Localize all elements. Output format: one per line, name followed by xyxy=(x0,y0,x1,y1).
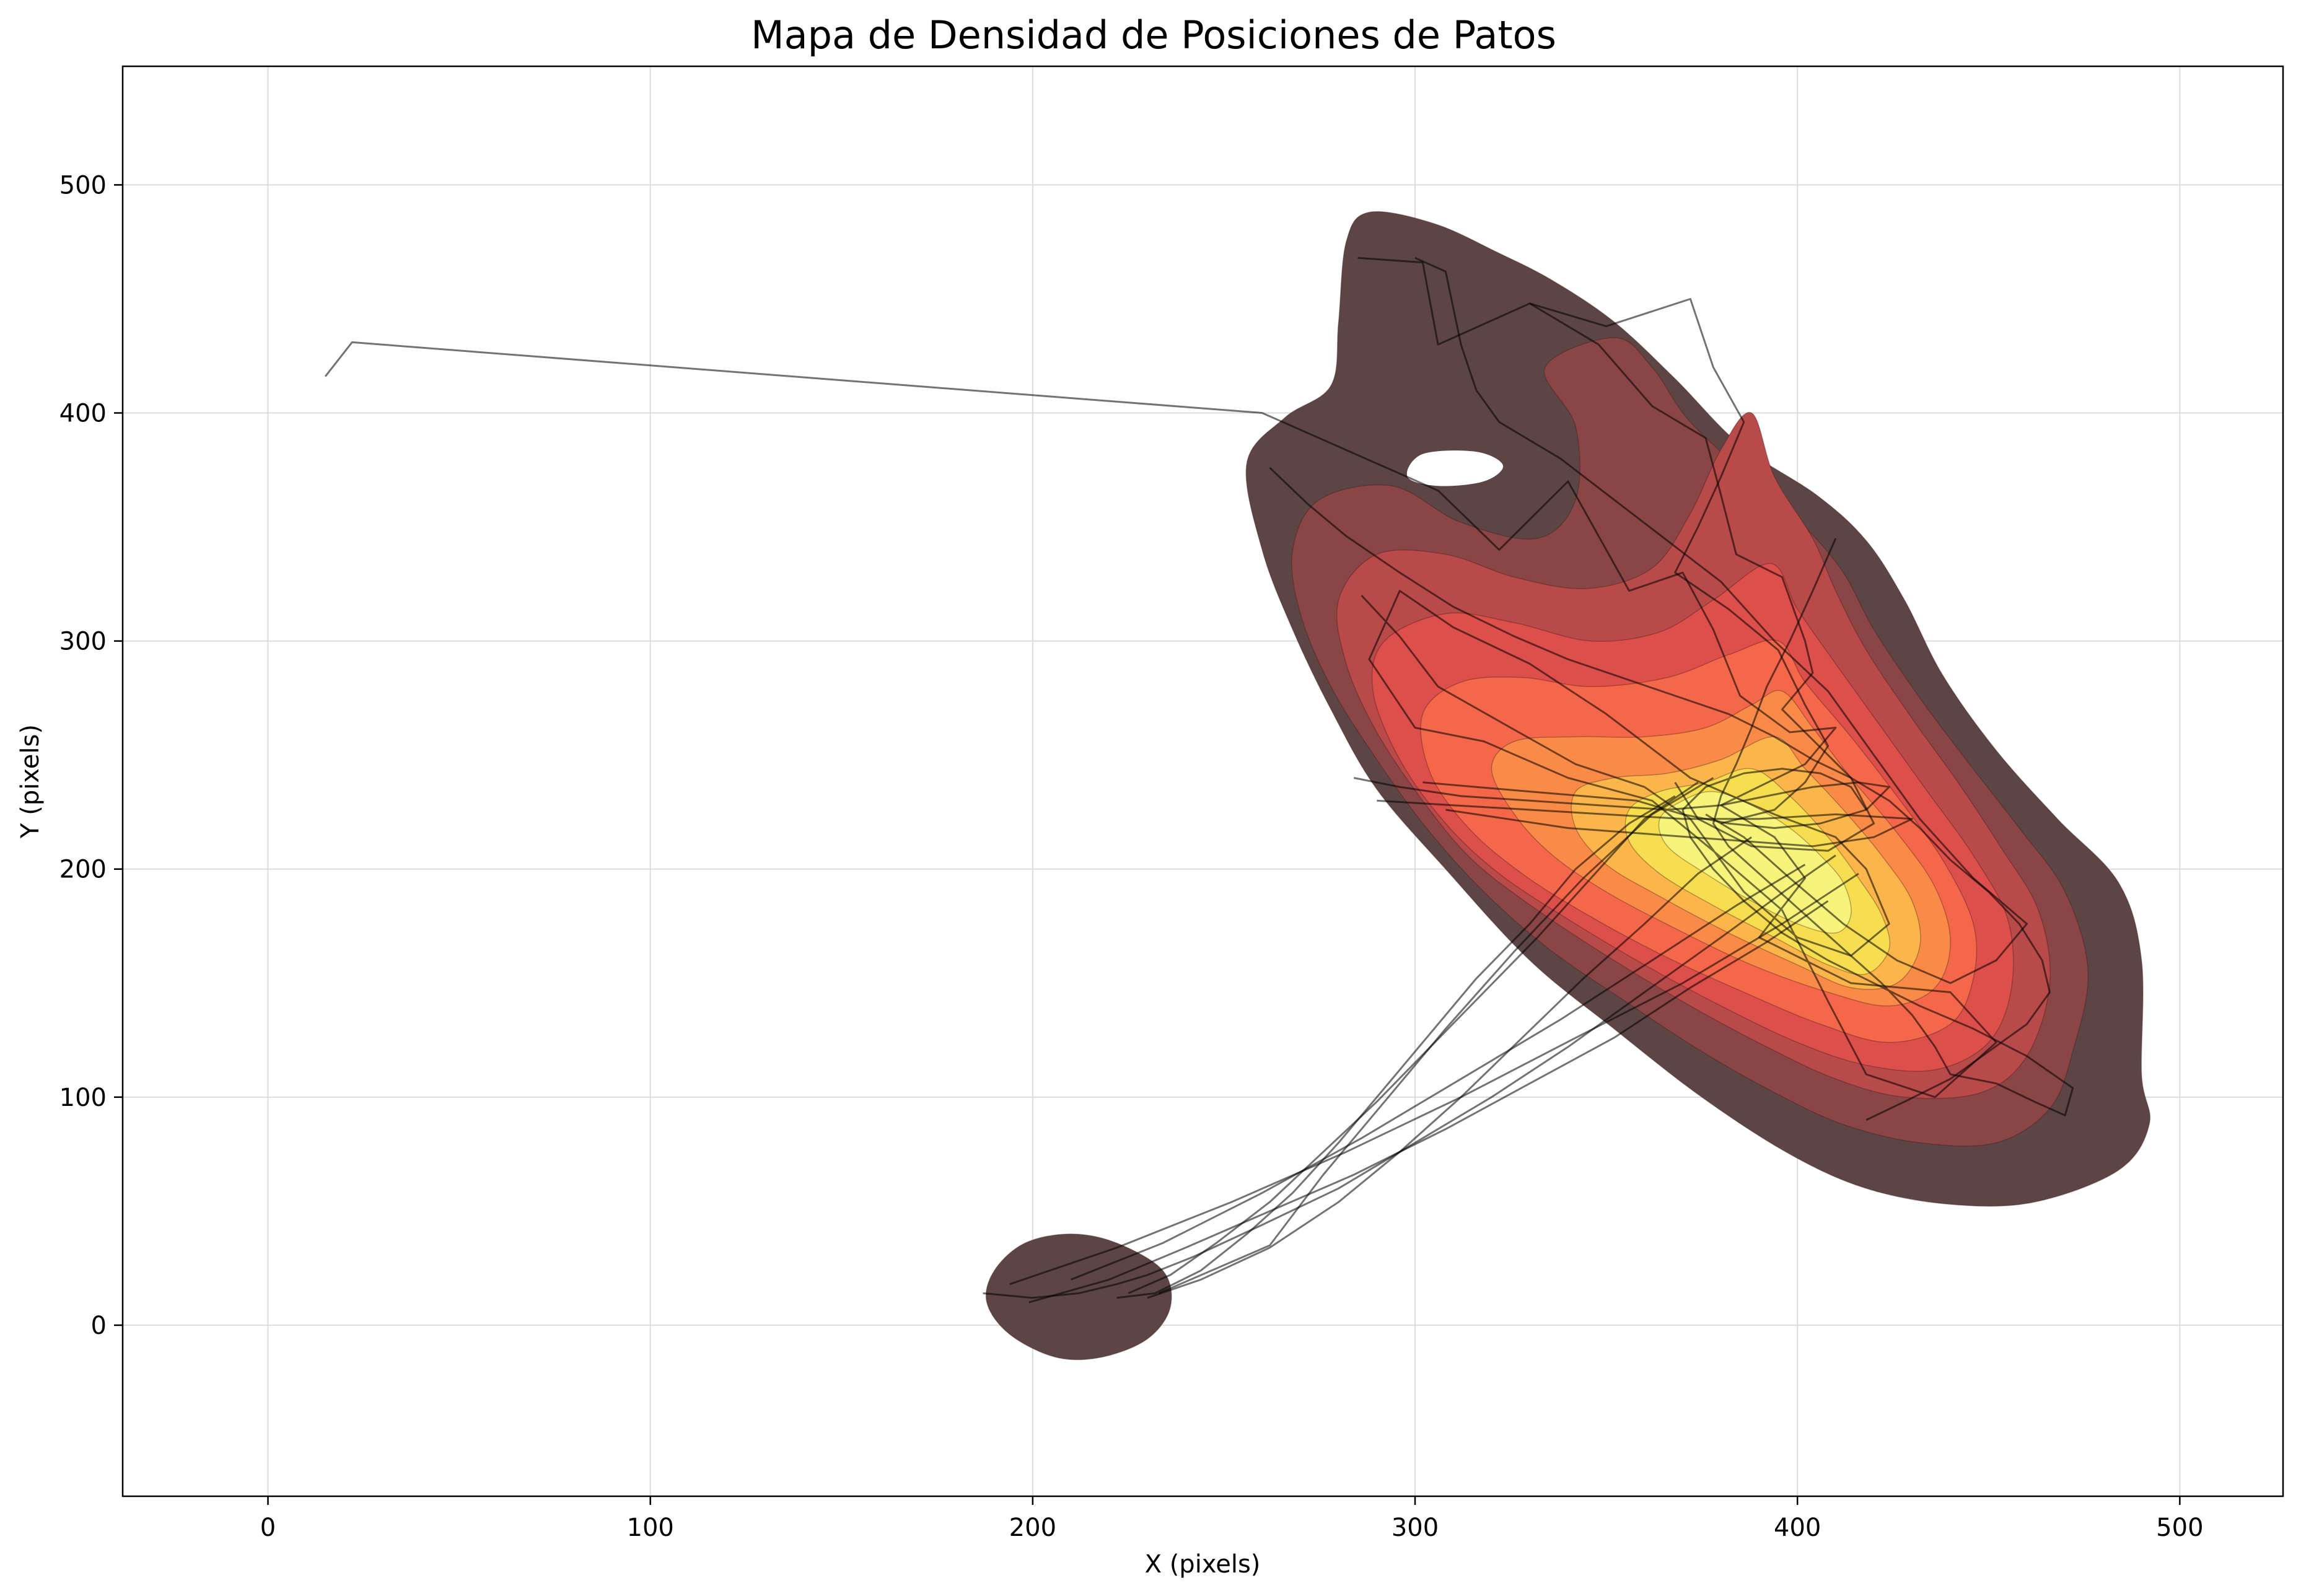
trajectory-line xyxy=(1414,256,2028,984)
trajectory-line xyxy=(1128,781,1699,1294)
y-tick-label: 100 xyxy=(59,1084,107,1112)
duck-trajectories xyxy=(324,256,2074,1304)
trajectory-line xyxy=(1681,538,2074,1116)
y-tick-label: 500 xyxy=(59,171,107,200)
y-tick-label: 200 xyxy=(59,856,107,884)
trajectory-line xyxy=(1269,467,2051,1121)
trajectory-line xyxy=(1357,256,1875,852)
x-tick-label: 300 xyxy=(1392,1514,1439,1542)
x-tick-label: 200 xyxy=(1009,1514,1056,1542)
trajectory-line xyxy=(1116,795,1676,1299)
trajectory-line xyxy=(1071,864,1806,1281)
chart-title: Mapa de Densidad de Posiciones de Patos xyxy=(751,12,1556,58)
x-tick-label: 0 xyxy=(260,1514,276,1542)
x-axis-label: X (pixels) xyxy=(1145,1550,1261,1579)
plot-area xyxy=(121,65,2284,1497)
y-axis: 0 100 200 300 400 500 xyxy=(59,171,123,1340)
x-tick-label: 400 xyxy=(1774,1514,1821,1542)
density-level-9 xyxy=(1658,791,1852,934)
trajectory-line xyxy=(1529,298,1830,825)
y-tick-label: 0 xyxy=(91,1312,107,1340)
x-tick-label: 500 xyxy=(2156,1514,2203,1542)
trajectory-line xyxy=(1158,777,1714,1294)
trajectory-line xyxy=(1377,799,1913,848)
plot-frame xyxy=(121,65,2284,1497)
y-tick-label: 400 xyxy=(59,400,107,428)
y-tick-label: 300 xyxy=(59,628,107,656)
trajectory-line xyxy=(324,341,1997,1098)
x-tick-label: 100 xyxy=(627,1514,674,1542)
trajectory-line xyxy=(1009,872,1859,1286)
trajectory-line xyxy=(1028,900,1829,1304)
y-axis-label: Y (pixels) xyxy=(16,724,45,839)
density-level-1 xyxy=(985,1233,1172,1361)
density-hole xyxy=(1406,450,1504,486)
trajectory-line xyxy=(983,854,1836,1299)
x-axis: 0 100 200 300 400 500 xyxy=(260,1496,2204,1542)
trajectory-line xyxy=(1354,777,1890,829)
